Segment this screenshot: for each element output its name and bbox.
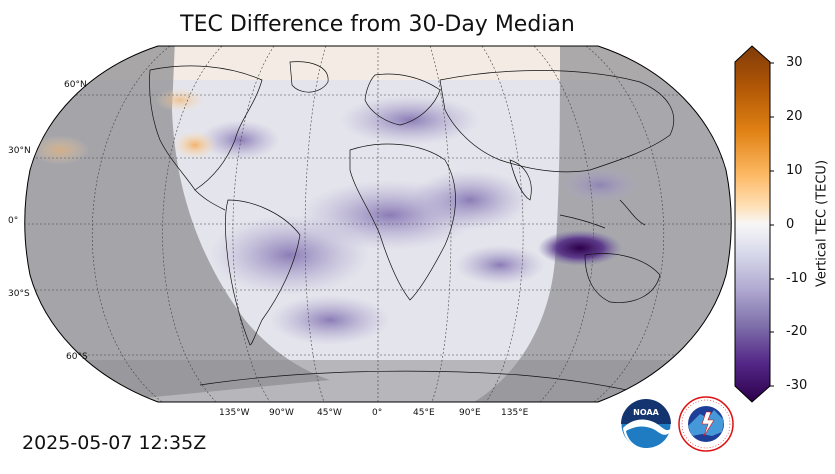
lon-label-0: 0°: [372, 408, 383, 418]
noaa-logo-text: NOAA: [633, 408, 659, 417]
colorbar-tick: 10: [786, 163, 803, 178]
lat-label-30n: 30°N: [8, 146, 31, 156]
lat-label-60n: 60°N: [64, 80, 87, 90]
lat-label-0: 0°: [8, 216, 19, 226]
nws-logo: [678, 396, 734, 452]
colorbar-tick: 30: [786, 55, 803, 70]
colorbar: [734, 45, 774, 403]
colorbar-tick: -10: [786, 271, 808, 286]
map-title: TEC Difference from 30-Day Median: [180, 12, 575, 37]
lon-label-135e: 135°E: [501, 408, 529, 418]
lon-label-135w: 135°W: [219, 408, 250, 418]
colorbar-tick: -20: [786, 324, 808, 339]
lat-label-30s: 30°S: [8, 289, 30, 299]
lon-label-45e: 45°E: [413, 408, 435, 418]
lon-label-90e: 90°E: [459, 408, 481, 418]
lon-label-90w: 90°W: [269, 408, 294, 418]
colorbar-label: Vertical TEC (TECU): [814, 159, 830, 288]
tec-field: [24, 46, 732, 402]
colorbar-tick: 20: [786, 109, 803, 124]
colorbar-tick: -30: [786, 378, 808, 393]
colorbar-tick: 0: [786, 217, 795, 232]
lon-label-45w: 45°W: [317, 408, 342, 418]
timestamp: 2025-05-07 12:35Z: [22, 432, 207, 454]
lat-label-60s: 60°S: [66, 352, 88, 362]
noaa-logo: NOAA: [620, 398, 672, 450]
